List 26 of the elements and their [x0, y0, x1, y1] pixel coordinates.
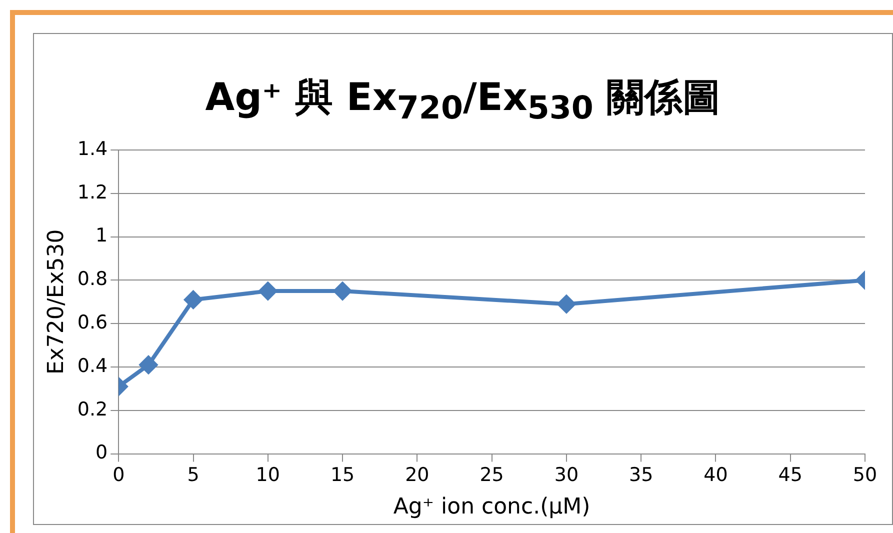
x-tick-label: 10 [256, 464, 280, 486]
x-tick-label: 40 [704, 464, 728, 486]
chart-title: Ag⁺ 與 Ex$_{720}$/Ex$_{530}$ 關係圖 [204, 74, 722, 127]
x-axis-title: Ag⁺ ion conc.(μM) [393, 494, 590, 520]
y-tick-label: 0.8 [77, 268, 108, 290]
y-tick-label: 1.2 [77, 181, 108, 204]
y-tick-label: 0.6 [77, 312, 108, 334]
y-tick-label: 0.4 [77, 354, 108, 377]
point [139, 356, 158, 374]
point [258, 282, 277, 300]
x-tick-label: 35 [628, 464, 654, 486]
point [334, 282, 352, 300]
x-tick-label: 45 [778, 464, 802, 486]
point [184, 290, 202, 309]
x-tick-label: 15 [330, 464, 355, 486]
x-tick-label: 0 [112, 464, 125, 486]
y-tick-label: 1 [96, 224, 108, 247]
x-tick-label: 20 [405, 464, 430, 486]
x-tick-label: 30 [554, 464, 579, 486]
x-tick-label: 5 [187, 464, 200, 486]
y-tick-label: 1.4 [77, 138, 108, 160]
y-tick-label: 0 [96, 442, 108, 464]
x-tick-label: 50 [852, 464, 878, 486]
y-axis-title: Ex720/Ex530 [44, 229, 69, 375]
y-tick-label: 0.2 [77, 398, 108, 420]
x-tick-label: 25 [480, 464, 504, 486]
